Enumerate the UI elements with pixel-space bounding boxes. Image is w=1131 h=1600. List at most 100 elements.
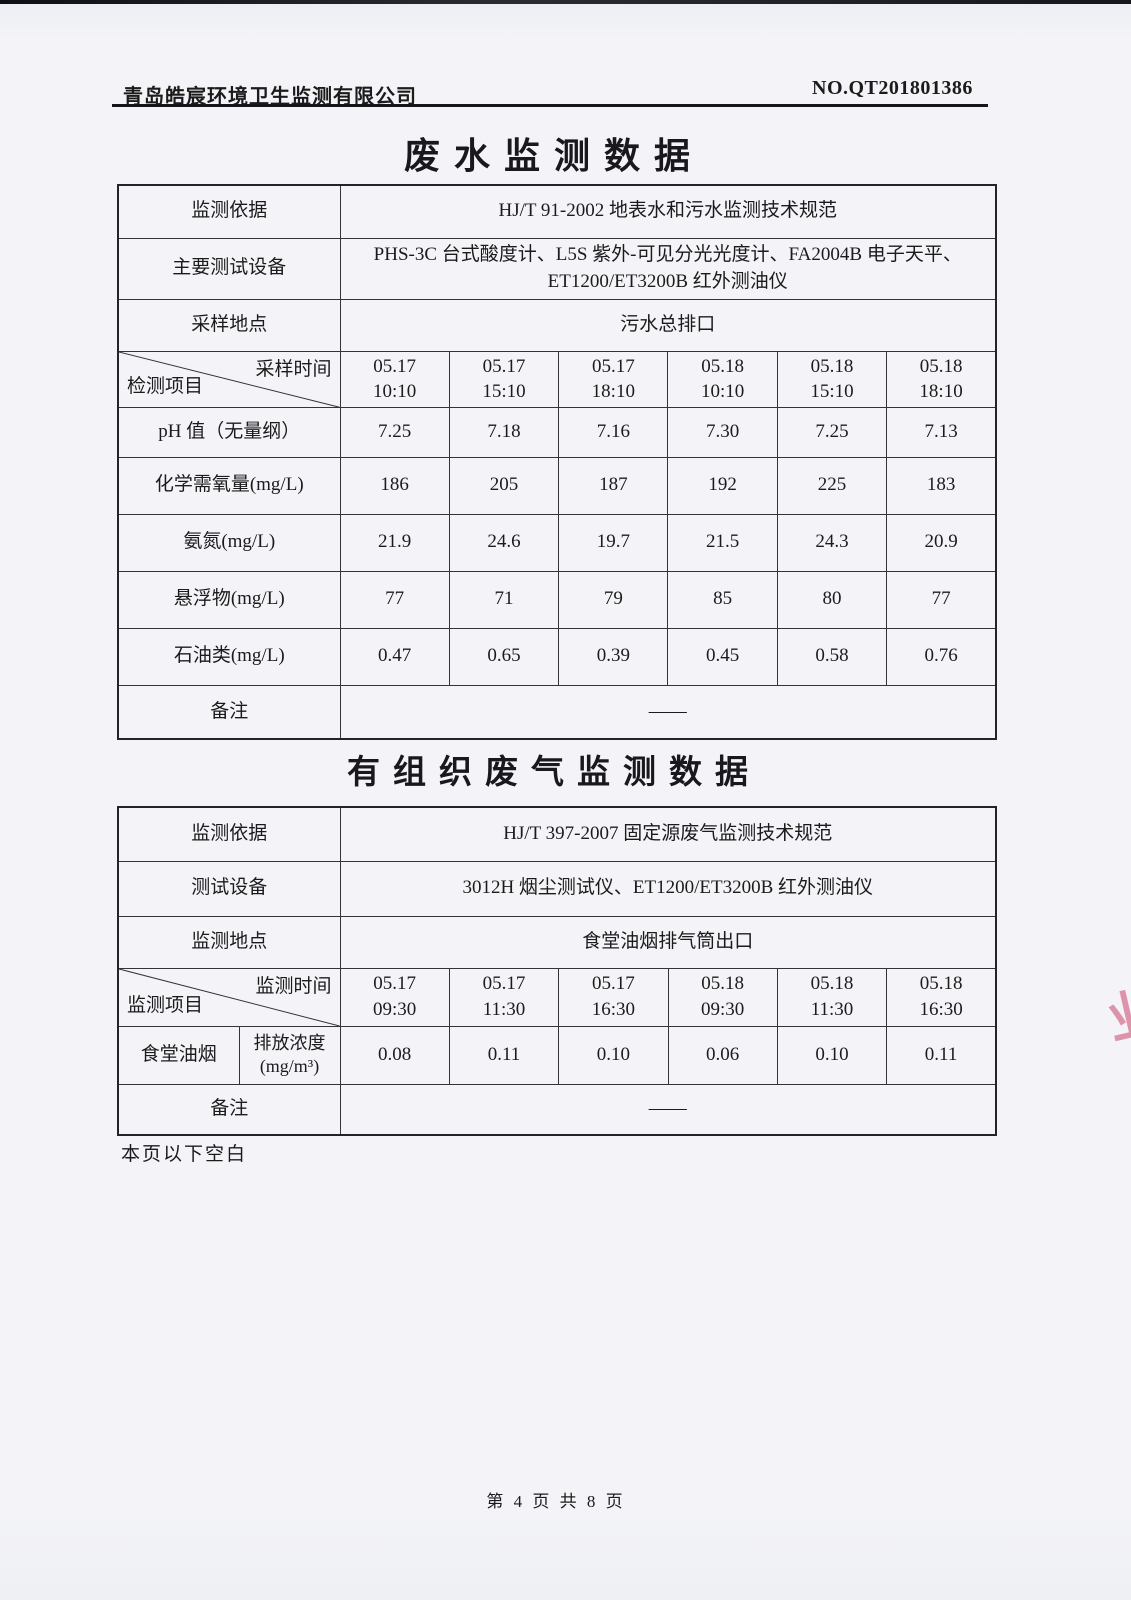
parameter-label: 石油类(mg/L)	[117, 627, 341, 686]
data-row-suspended-solids: 悬浮物(mg/L) 77 71 79 85 80 77	[117, 570, 997, 629]
blank-below-note: 本页以下空白	[121, 1144, 248, 1165]
sample-time-cell: 05.17 18:10	[558, 350, 669, 408]
data-row-cod: 化学需氧量(mg/L) 186 205 187 192 225 183	[117, 456, 997, 515]
value-cell: 0.58	[776, 627, 888, 686]
value-cell: 7.13	[886, 406, 997, 458]
value-cell: 80	[776, 570, 888, 629]
remark-label: 备注	[117, 1083, 341, 1136]
value-cell: 0.65	[448, 627, 560, 686]
value-cell: 183	[886, 456, 997, 515]
value-cell: 77	[886, 570, 997, 629]
wastewater-section-title: 废水监测数据	[403, 136, 704, 177]
wastewater-table: 监测依据 HJ/T 91-2002 地表水和污水监测技术规范 主要测试设备 PH…	[117, 184, 997, 741]
value-cell: 19.7	[558, 513, 669, 572]
info-label: 采样地点	[117, 298, 341, 352]
value-cell: 192	[667, 456, 778, 515]
value-cell: 79	[558, 570, 669, 629]
value-cell: 0.39	[558, 627, 669, 686]
exhaust-table: 监测依据 HJ/T 397-2007 固定源废气监测技术规范 测试设备 3012…	[117, 806, 997, 1136]
table-header-row: 采样时间 检测项目 05.17 10:10 05.17 15:10 05.17 18:…	[117, 350, 997, 408]
info-value: 食堂油烟排气筒出口	[339, 915, 997, 969]
corner-label-item: 检测项目	[127, 376, 204, 398]
value-cell: 21.9	[339, 513, 450, 572]
value-cell: 7.16	[558, 406, 669, 458]
value-cell: 0.11	[886, 1025, 997, 1085]
info-value: 3012H 烟尘测试仪、ET1200/ET3200B 红外测油仪	[339, 860, 997, 917]
corner-label-item: 监测项目	[127, 994, 204, 1016]
value-cell: 0.11	[448, 1025, 560, 1085]
table-header-row: 监测时间 监测项目 05.17 09:30 05.17 11:30 05.17 16:…	[117, 967, 997, 1027]
scan-edge-top	[0, 0, 1131, 4]
remark-row: 备注 ——	[117, 1083, 997, 1136]
red-stamp: 业 く 测 一	[1051, 986, 1131, 1236]
value-cell: 7.18	[448, 406, 560, 458]
value-cell: 0.45	[667, 627, 778, 686]
remark-value: ——	[339, 684, 997, 740]
value-cell: 225	[776, 456, 888, 515]
remark-value: ——	[339, 1083, 997, 1136]
value-cell: 77	[339, 570, 450, 629]
value-cell: 71	[448, 570, 560, 629]
sample-time-cell: 05.17 10:10	[339, 350, 450, 408]
value-cell: 0.06	[667, 1025, 778, 1085]
parameter-label: 化学需氧量(mg/L)	[117, 456, 341, 515]
value-cell: 7.25	[339, 406, 450, 458]
company-name: 青岛皓宸环境卫生监测有限公司	[123, 86, 417, 108]
info-label: 监测依据	[117, 184, 341, 239]
red-stamp-fragments: 业 く 测 一	[1069, 986, 1131, 1236]
parameter-label: pH 值（无量纲）	[117, 406, 341, 458]
value-cell: 20.9	[886, 513, 997, 572]
diagonal-divider	[119, 969, 340, 1026]
diagonal-divider	[119, 352, 340, 407]
matrix-corner-cell: 采样时间 检测项目	[117, 350, 341, 408]
value-cell: 85	[667, 570, 778, 629]
data-row-oil-fume: 食堂油烟 排放浓度 (mg/m³) 0.08 0.11 0.10 0.06 0.…	[117, 1025, 997, 1085]
table-row: 监测依据 HJ/T 91-2002 地表水和污水监测技术规范	[117, 184, 997, 239]
info-value: PHS-3C 台式酸度计、L5S 紫外-可见分光光度计、FA2004B 电子天平…	[339, 237, 997, 300]
sample-time-cell: 05.18 15:10	[776, 350, 888, 408]
value-cell: 7.30	[667, 406, 778, 458]
report-number: NO.QT201801386	[812, 77, 973, 99]
sample-time-cell: 05.17 15:10	[448, 350, 560, 408]
monitor-time-cell: 05.17 16:30	[558, 967, 669, 1027]
category-label: 食堂油烟	[117, 1025, 240, 1085]
stamp-glyph: く	[1114, 1037, 1131, 1112]
monitor-time-cell: 05.17 11:30	[448, 967, 560, 1027]
parameter-label: 氨氮(mg/L)	[117, 513, 341, 572]
value-cell: 186	[339, 456, 450, 515]
table-row: 监测地点 食堂油烟排气筒出口	[117, 915, 997, 969]
value-cell: 205	[448, 456, 560, 515]
monitor-time-cell: 05.18 09:30	[667, 967, 778, 1027]
header-divider	[112, 104, 988, 107]
value-cell: 24.6	[448, 513, 560, 572]
info-label: 监测依据	[117, 806, 341, 862]
info-label: 主要测试设备	[117, 237, 341, 300]
remark-row: 备注 ——	[117, 684, 997, 740]
info-label: 测试设备	[117, 860, 341, 917]
info-value: HJ/T 91-2002 地表水和污水监测技术规范	[339, 184, 997, 239]
value-cell: 187	[558, 456, 669, 515]
monitor-time-cell: 05.17 09:30	[339, 967, 450, 1027]
info-value: 污水总排口	[339, 298, 997, 352]
value-cell: 7.25	[776, 406, 888, 458]
page-indicator: 第 4 页 共 8 页	[486, 1492, 626, 1511]
matrix-corner-cell: 监测时间 监测项目	[117, 967, 341, 1027]
remark-label: 备注	[117, 684, 341, 740]
table-row: 监测依据 HJ/T 397-2007 固定源废气监测技术规范	[117, 806, 997, 862]
table-row: 采样地点 污水总排口	[117, 298, 997, 352]
data-row-ph: pH 值（无量纲） 7.25 7.18 7.16 7.30 7.25 7.13	[117, 406, 997, 458]
monitor-time-cell: 05.18 11:30	[776, 967, 888, 1027]
exhaust-section-title: 有组织废气监测数据	[347, 752, 761, 791]
sample-time-cell: 05.18 18:10	[886, 350, 997, 408]
value-cell: 0.10	[776, 1025, 888, 1085]
value-cell: 24.3	[776, 513, 888, 572]
value-cell: 0.08	[339, 1025, 450, 1085]
table-row: 主要测试设备 PHS-3C 台式酸度计、L5S 紫外-可见分光光度计、FA200…	[117, 237, 997, 300]
value-cell: 0.76	[886, 627, 997, 686]
corner-label-time: 监测时间	[255, 975, 332, 997]
parameter-label: 悬浮物(mg/L)	[117, 570, 341, 629]
data-row-ammonia: 氨氮(mg/L) 21.9 24.6 19.7 21.5 24.3 20.9	[117, 513, 997, 572]
sample-time-cell: 05.18 10:10	[667, 350, 778, 408]
value-cell: 21.5	[667, 513, 778, 572]
